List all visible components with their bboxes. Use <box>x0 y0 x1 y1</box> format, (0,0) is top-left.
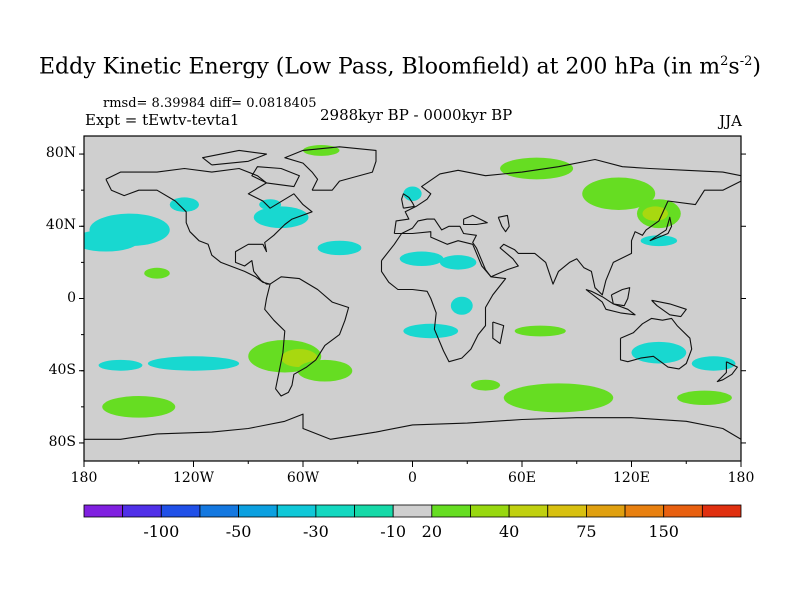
season-label: JJA <box>719 112 742 130</box>
colorbar-label: -10 <box>380 522 406 541</box>
coastline-greenland <box>284 146 377 191</box>
coastline-arctic-islands <box>202 149 268 166</box>
coastlines <box>84 146 741 440</box>
colorbar-label: -50 <box>226 522 252 541</box>
colorbar-swatch <box>160 504 201 518</box>
anomaly-alaska-coast <box>169 197 199 212</box>
coastline-eurasia <box>393 158 741 296</box>
colorbar-swatch <box>586 504 626 518</box>
coastline-antarctica <box>84 413 741 440</box>
lon-label: 120E <box>613 470 650 486</box>
colorbar-swatch <box>663 504 703 518</box>
lon-label: 60W <box>286 470 320 486</box>
colorbar-swatch <box>470 504 510 518</box>
lon-label: 60E <box>507 470 537 486</box>
anomaly-e-pacific-green <box>144 267 170 279</box>
coastline-uk <box>401 193 415 209</box>
anomaly-ne-america <box>253 206 309 229</box>
colorbar-swatch <box>508 504 549 518</box>
colorbar-swatch <box>199 504 239 518</box>
colorbar-label: 75 <box>576 522 596 541</box>
period-label: 2988kyr BP - 0000kyr BP <box>320 106 513 124</box>
anomaly-scandinavia <box>403 186 422 201</box>
coastline-australia <box>619 317 693 370</box>
anomaly-hudson <box>259 199 282 211</box>
coastline-black-sea <box>463 214 488 226</box>
coastline-new-guinea <box>651 299 687 318</box>
lon-label: 120W <box>172 470 215 486</box>
coastline-caspian <box>497 214 510 233</box>
lat-label: 40N <box>45 217 76 234</box>
lat-label: 0 <box>67 289 76 306</box>
anomaly-greenland-n <box>303 145 340 156</box>
coastline-africa <box>380 231 507 363</box>
lat-label: 80S <box>48 433 76 450</box>
coastline-north-america <box>105 167 313 285</box>
colorbar-swatch <box>701 504 742 518</box>
coastline-borneo <box>610 287 631 307</box>
lon-label: 180 <box>727 470 755 486</box>
anomaly-s-indian-green <box>503 383 614 413</box>
coastline-new-zealand <box>716 361 738 383</box>
stats-text: rmsd= 8.39984 diff= 0.0818405 <box>103 96 317 111</box>
anomaly-antarctic-green <box>470 379 501 391</box>
anomaly-sahara-cyan <box>399 251 444 266</box>
anomaly-arctic-siberia <box>500 157 574 180</box>
anomaly-africa-cyan <box>439 255 477 270</box>
anomaly-s-pacific-cyan <box>147 356 240 371</box>
colorbar-swatch <box>547 504 587 518</box>
anomaly-hawaii-band <box>84 229 139 252</box>
coastline-madagascar <box>492 321 505 345</box>
coastline-japan <box>649 216 673 242</box>
anomaly-mid-atlantic <box>317 240 362 256</box>
coastline-baffin <box>251 166 300 188</box>
lon-label: 180 <box>70 470 98 486</box>
lat-label: 40S <box>48 361 76 378</box>
anomaly-china-coast <box>640 235 678 247</box>
anomaly-siberia <box>582 177 656 211</box>
colorbar-swatch <box>431 504 471 518</box>
anomaly-s-atlantic-cyan <box>403 323 459 339</box>
lon-label: 0 <box>408 470 417 486</box>
anomaly-s-pacific-far <box>98 359 143 371</box>
anomaly-e-siberia-core <box>642 206 668 221</box>
colorbar-swatch <box>354 504 394 518</box>
colorbar-label: -30 <box>303 522 329 541</box>
colorbar: -100 -50 -30 -10 20 40 75 150 <box>83 504 742 541</box>
anomaly-s-ocean-green-w <box>102 396 176 418</box>
lat-label: 80N <box>45 145 76 162</box>
anomaly-regions <box>84 145 736 418</box>
coastline-indonesia <box>585 288 636 316</box>
colorbar-swatch <box>392 504 433 518</box>
anomaly-tasman-cyan <box>691 356 736 371</box>
colorbar-label: 150 <box>648 522 679 541</box>
anomaly-australia-cyan <box>631 341 687 364</box>
colorbar-swatch <box>276 504 317 518</box>
axis-ticks <box>79 153 746 467</box>
anomaly-s-atlantic-green <box>297 359 353 382</box>
anomaly-africa-equator <box>450 296 473 315</box>
colorbar-swatch <box>83 504 124 518</box>
colorbar-label: 20 <box>422 522 442 541</box>
experiment-label: Expt = tEwtv-tevta1 <box>85 111 240 129</box>
coastline-south-america <box>264 276 350 397</box>
colorbar-swatch <box>122 504 162 518</box>
anomaly-indian-ocean-green <box>514 325 566 337</box>
chart-title: Eddy Kinetic Energy (Low Pass, Bloomfiel… <box>39 54 761 80</box>
colorbar-swatch <box>238 504 278 518</box>
anomaly-s-ocean-green-e <box>677 390 732 406</box>
colorbar-label: 40 <box>499 522 519 541</box>
colorbar-swatch <box>624 504 665 518</box>
colorbar-label: -100 <box>143 522 179 541</box>
colorbar-swatch <box>315 504 355 518</box>
